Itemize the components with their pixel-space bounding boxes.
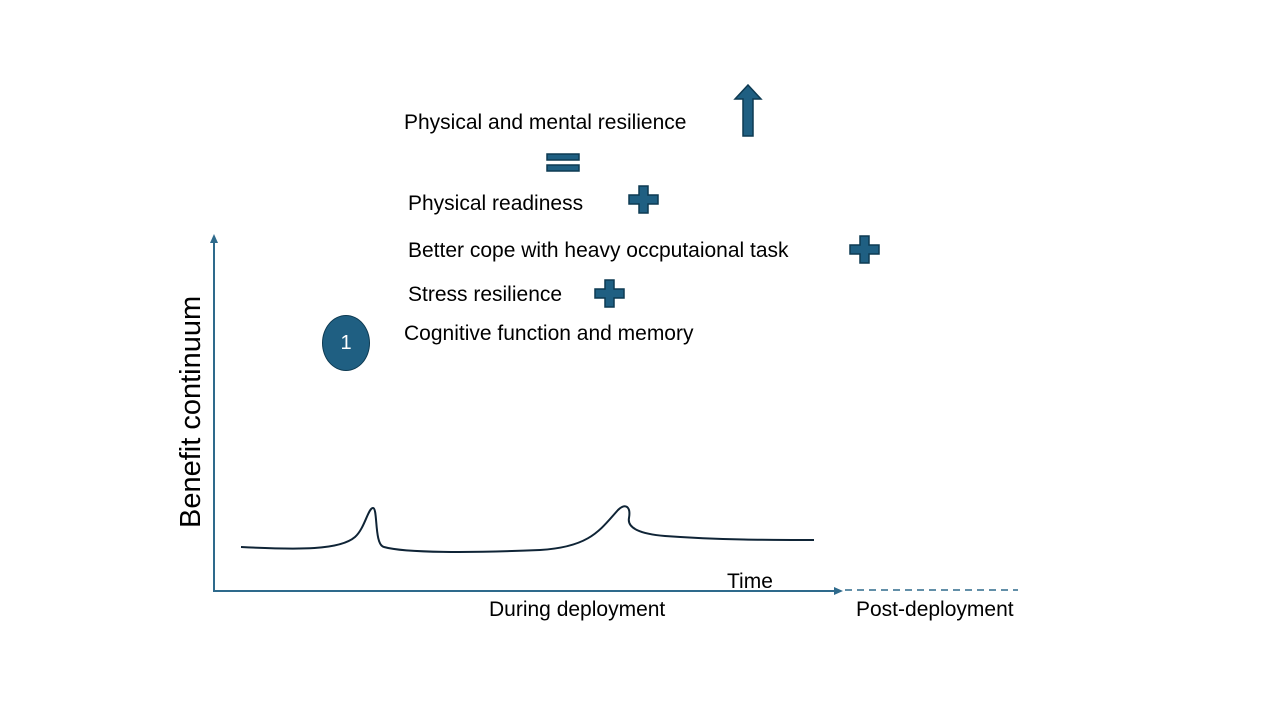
benefit-cognitive: Cognitive function and memory [404,322,694,345]
benefit-stress: Stress resilience [408,283,563,306]
x-axis-label: Time [727,570,773,593]
y-axis-label: Benefit continuum [175,295,207,528]
up-arrow-icon [733,84,763,137]
phase-label-post: Post-deployment [856,598,1014,621]
benefit-curve [240,505,815,553]
plus-icon [849,235,880,264]
equals-icon [546,153,580,172]
x-axis-arrowhead [834,587,843,595]
step-badge-number: 1 [340,331,352,354]
plus-icon [628,185,659,214]
benefit-readiness: Physical readiness [408,192,584,215]
y-axis-arrowhead [210,234,218,243]
benefit-resilience: Physical and mental resilience [404,111,687,134]
benefit-cope: Better cope with heavy occputaional task [408,239,789,262]
phase-label-during: During deployment [489,598,666,621]
plus-icon [594,279,625,308]
step-badge: 1 [322,315,370,371]
